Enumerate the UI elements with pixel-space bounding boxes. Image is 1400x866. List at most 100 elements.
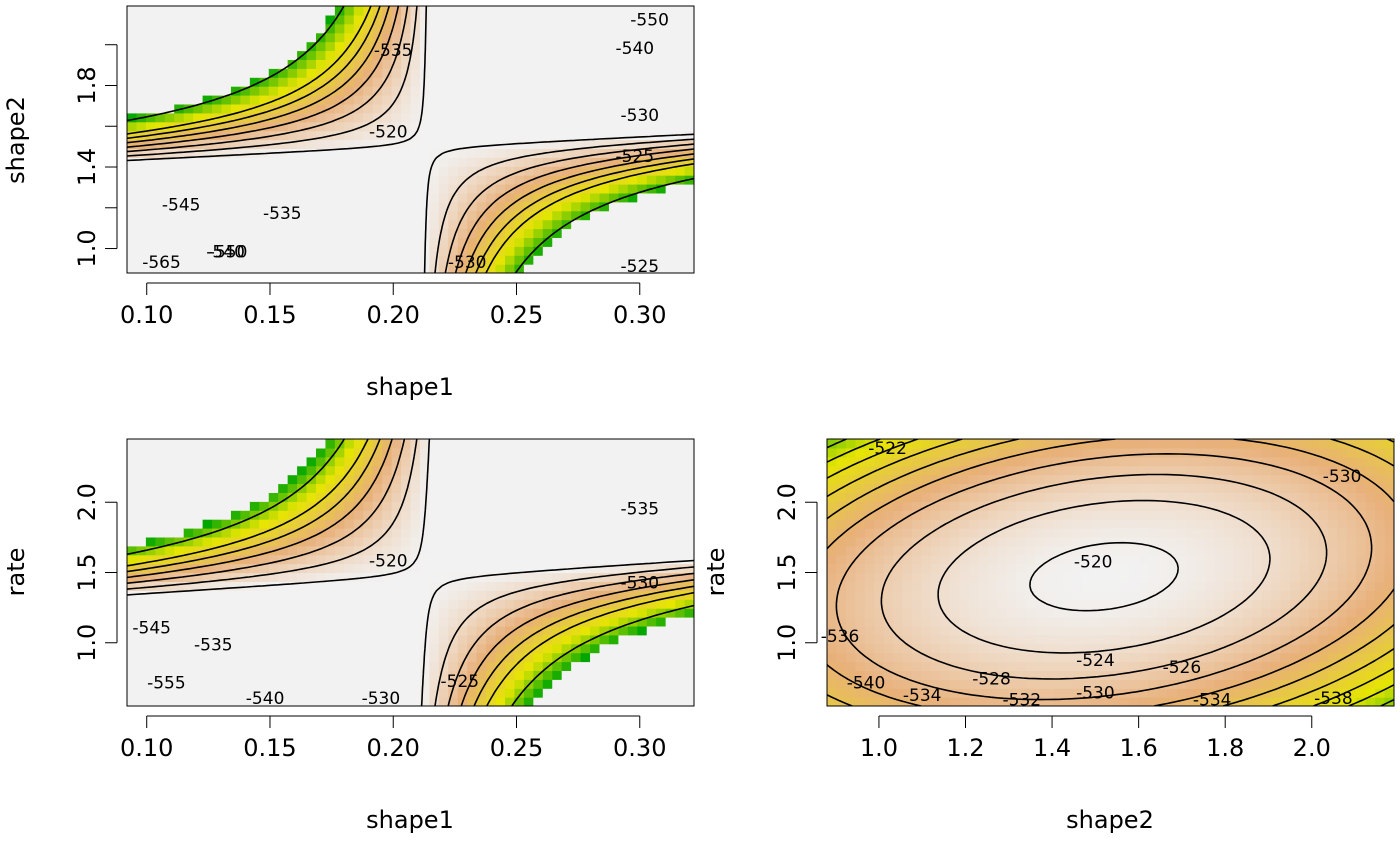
heatmap-cell xyxy=(1082,483,1093,493)
heatmap-cell xyxy=(467,519,478,529)
heatmap-cell xyxy=(268,617,279,627)
heatmap-cell xyxy=(419,572,430,582)
heatmap-cell xyxy=(457,465,468,476)
heatmap-cell xyxy=(684,95,694,105)
heatmap-cell xyxy=(1006,581,1017,591)
heatmap-cell xyxy=(684,121,694,132)
heatmap-cell xyxy=(1091,501,1102,511)
heatmap-cell xyxy=(325,201,336,212)
heatmap-cell xyxy=(1176,581,1187,591)
heatmap-cell xyxy=(363,545,374,556)
heatmap-cell xyxy=(363,77,374,87)
heatmap-cell xyxy=(665,228,676,238)
heatmap-cell xyxy=(599,130,610,141)
heatmap-cell xyxy=(212,447,223,458)
heatmap-cell xyxy=(382,536,393,547)
heatmap-cell xyxy=(930,697,941,706)
heatmap-cell xyxy=(212,148,223,158)
heatmap-cell xyxy=(542,465,553,476)
heatmap-cell xyxy=(212,625,223,636)
heatmap-cell xyxy=(467,68,478,78)
heatmap-cell xyxy=(353,228,364,238)
heatmap-cell xyxy=(1006,572,1017,582)
heatmap-cell xyxy=(230,77,241,87)
heatmap-cell xyxy=(486,112,497,123)
heatmap-cell xyxy=(552,634,563,645)
heatmap-cell xyxy=(637,210,648,221)
heatmap-cell xyxy=(202,130,213,141)
heatmap-cell xyxy=(391,617,402,627)
heatmap-cell xyxy=(646,625,657,636)
heatmap-cell xyxy=(949,439,960,449)
heatmap-cell xyxy=(457,6,468,16)
heatmap-cell xyxy=(1110,563,1121,574)
heatmap-cell xyxy=(1157,528,1168,538)
heatmap-cell xyxy=(448,6,459,16)
heatmap-cell xyxy=(429,157,440,167)
heatmap-cell xyxy=(1101,634,1112,645)
heatmap-cell xyxy=(646,228,657,238)
heatmap-cell xyxy=(552,456,563,467)
heatmap-cell xyxy=(571,121,582,132)
heatmap-cell xyxy=(457,634,468,645)
heatmap-cell xyxy=(419,590,430,600)
heatmap-cell xyxy=(921,608,932,618)
heatmap-cell xyxy=(174,483,185,493)
heatmap-cell xyxy=(514,590,525,600)
heatmap-cell xyxy=(249,210,260,221)
heatmap-cell xyxy=(448,32,459,43)
heatmap-cell xyxy=(590,103,601,114)
heatmap-cell xyxy=(401,228,412,238)
heatmap-cell xyxy=(457,670,468,680)
heatmap-cell xyxy=(476,201,487,212)
heatmap-cell xyxy=(316,510,327,520)
heatmap-cell xyxy=(221,6,232,16)
heatmap-cell xyxy=(561,474,572,485)
heatmap-cell xyxy=(542,519,553,529)
heatmap-cell xyxy=(675,519,686,529)
heatmap-cell xyxy=(495,528,506,538)
heatmap-cell xyxy=(1205,652,1216,663)
heatmap-cell xyxy=(467,255,478,265)
heatmap-cell xyxy=(665,148,676,158)
heatmap-cell xyxy=(505,697,516,706)
heatmap-cell xyxy=(1025,599,1036,609)
heatmap-cell xyxy=(637,456,648,467)
heatmap-cell xyxy=(174,652,185,663)
heatmap-cell xyxy=(599,175,610,185)
heatmap-cell xyxy=(836,510,847,520)
heatmap-cell xyxy=(136,41,147,52)
heatmap-cell xyxy=(297,456,308,467)
heatmap-cell xyxy=(1101,536,1112,547)
heatmap-cell xyxy=(297,590,308,600)
heatmap-cell xyxy=(401,121,412,132)
heatmap-cell xyxy=(230,228,241,238)
heatmap-cell xyxy=(145,68,156,78)
heatmap-cell xyxy=(646,157,657,167)
heatmap-cell xyxy=(864,545,875,556)
heatmap-cell xyxy=(249,264,260,273)
heatmap-cell xyxy=(212,14,223,25)
heatmap-cell xyxy=(334,246,345,256)
heatmap-cell xyxy=(476,697,487,706)
heatmap-cell xyxy=(684,246,694,256)
heatmap-cell xyxy=(827,581,838,591)
heatmap-cell xyxy=(1034,697,1045,706)
heatmap-cell xyxy=(1186,670,1197,680)
heatmap-cell xyxy=(514,447,525,458)
heatmap-cell xyxy=(1082,661,1093,671)
heatmap-cell xyxy=(618,219,629,230)
heatmap-cell xyxy=(1006,510,1017,520)
heatmap-cell xyxy=(940,563,951,574)
heatmap-cell xyxy=(268,643,279,654)
heatmap-cell xyxy=(136,617,147,627)
heatmap-cell xyxy=(552,50,563,60)
heatmap-cell xyxy=(467,103,478,114)
heatmap-cell xyxy=(684,661,694,671)
heatmap-cell xyxy=(193,563,204,574)
heatmap-cell xyxy=(675,237,686,247)
heatmap-cell xyxy=(864,519,875,529)
heatmap-cell xyxy=(505,41,516,52)
heatmap-cell xyxy=(334,103,345,114)
heatmap-cell xyxy=(278,166,289,176)
